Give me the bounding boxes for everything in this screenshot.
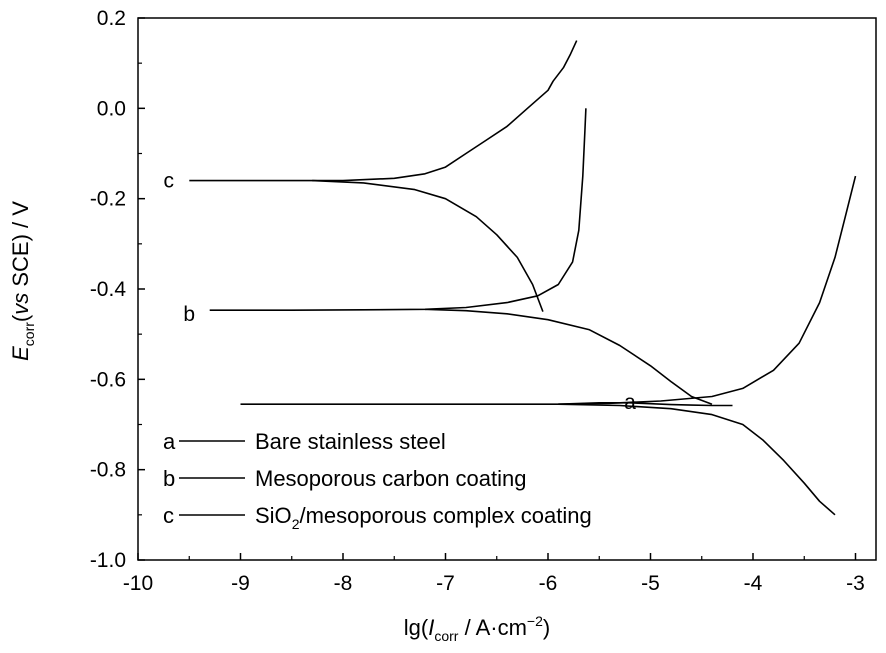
series-c-branch-0 — [189, 40, 578, 182]
y-tick-label: -0.6 — [90, 368, 126, 391]
y-axis-title: Ecorr(vs SCE) / V — [8, 201, 37, 361]
curves-group — [189, 40, 857, 516]
legend-key-c: c — [163, 503, 174, 528]
series-a-branch-2 — [558, 403, 836, 516]
curve-label-a: a — [624, 391, 636, 414]
y-tick-label: -0.8 — [90, 459, 126, 482]
series-a-branch-0 — [240, 402, 733, 407]
legend-text-c: SiO2/mesoporous complex coating — [255, 503, 592, 532]
x-tick-label: -3 — [846, 572, 865, 595]
x-tick-label: -10 — [123, 572, 153, 595]
ticks-group: -10 -9 -8 -7 -6 -5 -4 -3 0.2 0.0 -0.2 -0.4 -0.6 -0.8 -… — [90, 7, 865, 595]
x-tick-label: -6 — [539, 572, 558, 595]
curve-labels-group: a b c — [164, 170, 637, 414]
series-b-branch-1 — [424, 308, 713, 405]
y-tick-label: 0.0 — [97, 97, 126, 120]
legend-key-a: a — [163, 429, 176, 454]
curve-label-c: c — [164, 170, 175, 193]
x-axis-title: lg(Icorr / A·cm−2) — [404, 613, 550, 644]
x-tick-label: -7 — [436, 572, 455, 595]
series-a-branch-1 — [558, 175, 857, 405]
y-tick-label: -1.0 — [90, 549, 126, 572]
series-c-branch-1 — [312, 179, 544, 312]
x-tick-label: -8 — [334, 572, 353, 595]
series-b-branch-0 — [209, 108, 587, 311]
legend: a Bare stainless steel b Mesoporous carbon … — [163, 429, 592, 532]
curve-label-b: b — [183, 303, 195, 326]
legend-text-b: Mesoporous carbon coating — [255, 466, 527, 491]
y-tick-label: -0.4 — [90, 278, 127, 301]
x-tick-label: -4 — [744, 572, 763, 595]
y-tick-label: 0.2 — [97, 7, 126, 30]
x-tick-label: -9 — [231, 572, 250, 595]
x-tick-label: -5 — [641, 572, 660, 595]
legend-key-b: b — [163, 466, 175, 491]
y-tick-label: -0.2 — [90, 188, 126, 211]
legend-text-a: Bare stainless steel — [255, 429, 446, 454]
